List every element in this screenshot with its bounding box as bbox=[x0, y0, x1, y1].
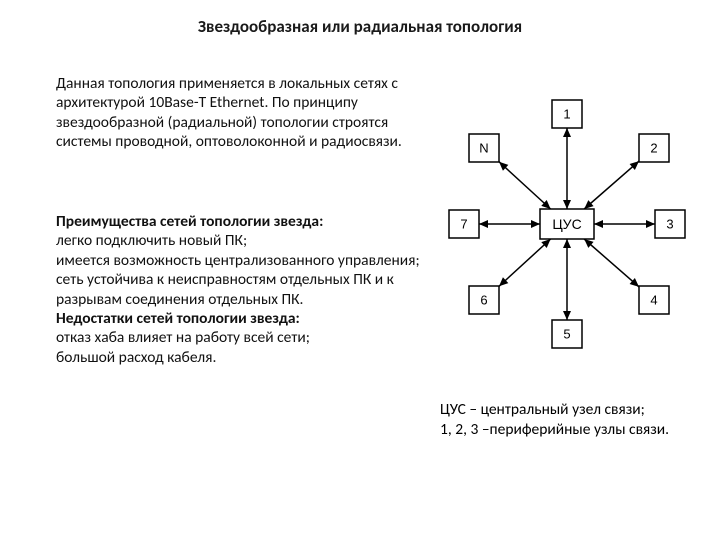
advantages-body: легко подключить новый ПК; имеется возмо… bbox=[56, 231, 420, 308]
svg-text:7: 7 bbox=[460, 217, 467, 232]
diagram-caption: ЦУС – центральный узел связи; 1, 2, 3 –п… bbox=[440, 400, 700, 440]
svg-text:6: 6 bbox=[480, 293, 487, 308]
advantages-disadvantages: Преимущества сетей топологии звезда: лег… bbox=[56, 212, 440, 367]
svg-text:3: 3 bbox=[666, 217, 673, 232]
svg-text:1: 1 bbox=[563, 107, 570, 122]
svg-text:4: 4 bbox=[650, 293, 657, 308]
caption-line-1: ЦУС – центральный узел связи; bbox=[440, 400, 645, 419]
svg-text:5: 5 bbox=[563, 327, 570, 342]
star-topology-diagram: 1 2 3 4 5 6 7 N ЦУС bbox=[442, 84, 692, 354]
disadvantages-body: отказ хаба влияет на работу всей сети; б… bbox=[56, 328, 310, 366]
page-title: Звездообразная или радиальная топология bbox=[0, 16, 720, 37]
disadvantages-heading: Недостатки сетей топологии звезда: bbox=[56, 309, 300, 328]
svg-text:2: 2 bbox=[650, 141, 657, 156]
caption-line-2: 1, 2, 3 –периферийные узлы связи. bbox=[440, 420, 669, 439]
svg-text:ЦУС: ЦУС bbox=[552, 216, 581, 232]
svg-text:N: N bbox=[479, 141, 488, 156]
advantages-heading: Преимущества сетей топологии звезда: bbox=[56, 212, 323, 231]
intro-paragraph: Данная топология применяется в локальных… bbox=[56, 74, 412, 152]
